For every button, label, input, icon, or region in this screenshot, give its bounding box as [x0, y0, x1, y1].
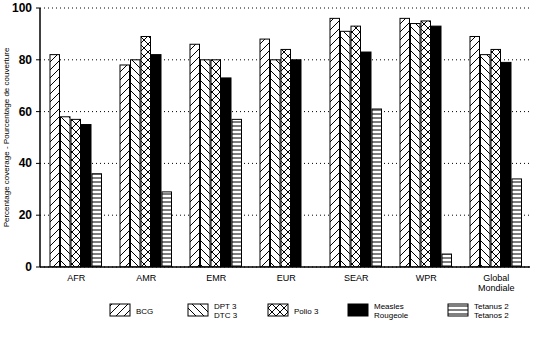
category-label: AFR: [67, 273, 86, 283]
tick-label: 60: [19, 105, 33, 119]
legend-label: DPT 3DTC 3: [214, 302, 238, 320]
bar: [162, 192, 172, 267]
legend-swatch: [268, 304, 288, 316]
bar: [61, 117, 71, 267]
category-label: WPR: [416, 273, 437, 283]
label-line: Tetanus 2: [474, 302, 509, 311]
bar: [362, 52, 372, 267]
y-label: Percentage coverage - Pourcentage de cou…: [2, 47, 11, 227]
category-label: GlobalMondiale: [478, 273, 515, 293]
tick-label: 80: [19, 53, 33, 67]
legend-label: Tetanus 2Tetanos 2: [474, 302, 509, 320]
legend-label: MeaslesRougeole: [374, 302, 409, 320]
bar: [400, 18, 410, 267]
grid-line: [40, 8, 530, 9]
chart: 0 20 40 60 80 100 Percentage coverage - Pource…: [0, 0, 535, 337]
bar: [71, 119, 81, 267]
bar: [281, 49, 291, 267]
bar: [341, 31, 351, 267]
bar: [481, 55, 491, 267]
bar: [190, 44, 200, 267]
bar: [141, 36, 151, 267]
x-axis: [40, 266, 530, 268]
legend-swatch: [110, 304, 130, 316]
category-label: SEAR: [344, 273, 369, 283]
bar: [211, 60, 221, 267]
bar: [442, 254, 452, 267]
bar: [491, 49, 501, 267]
tick-label: 20: [19, 208, 33, 222]
bar: [260, 39, 270, 267]
bar: [372, 109, 382, 267]
label-line: Mondiale: [478, 283, 515, 293]
bar: [512, 179, 522, 267]
legend-swatch: [348, 304, 368, 316]
bar: [292, 60, 302, 267]
label-line: BCG: [136, 307, 153, 316]
bar: [120, 65, 130, 267]
legend-swatch: [188, 304, 208, 316]
category-label: EMR: [206, 273, 227, 283]
bar: [222, 78, 232, 267]
bar: [131, 60, 141, 267]
bar: [351, 26, 361, 267]
label-line: DTC 3: [214, 311, 238, 320]
category-label: AMR: [136, 273, 157, 283]
bar: [432, 26, 442, 267]
legend-swatch: [448, 304, 468, 316]
label-line: DPT 3: [214, 302, 237, 311]
bar: [82, 125, 92, 267]
label-line: EMR: [206, 273, 227, 283]
bar: [201, 60, 211, 267]
legend-label: BCG: [136, 307, 153, 316]
tick-label: 40: [19, 156, 33, 170]
label-line: SEAR: [344, 273, 369, 283]
bar: [330, 18, 340, 267]
bar: [232, 119, 242, 267]
label-line: Measles: [374, 302, 404, 311]
bar: [152, 55, 162, 267]
y-axis: [39, 8, 41, 267]
grid-line: [40, 267, 530, 268]
label-line: EUR: [277, 273, 297, 283]
bar: [50, 55, 60, 267]
label-line: AFR: [67, 273, 86, 283]
bar: [470, 36, 480, 267]
legend-label: Polio 3: [294, 307, 319, 316]
tick-label: 0: [25, 260, 32, 274]
label-line: Polio 3: [294, 307, 319, 316]
label-line: Global: [483, 273, 509, 283]
label-line: WPR: [416, 273, 437, 283]
bar: [271, 60, 281, 267]
label-line: Rougeole: [374, 311, 409, 320]
bars: [50, 18, 522, 267]
bar: [411, 24, 421, 267]
bar: [421, 21, 431, 267]
bar: [502, 62, 512, 267]
label-line: Tetanos 2: [474, 311, 509, 320]
category-label: EUR: [277, 273, 297, 283]
bar: [92, 174, 102, 267]
label-line: AMR: [136, 273, 157, 283]
tick-label: 100: [12, 1, 32, 15]
